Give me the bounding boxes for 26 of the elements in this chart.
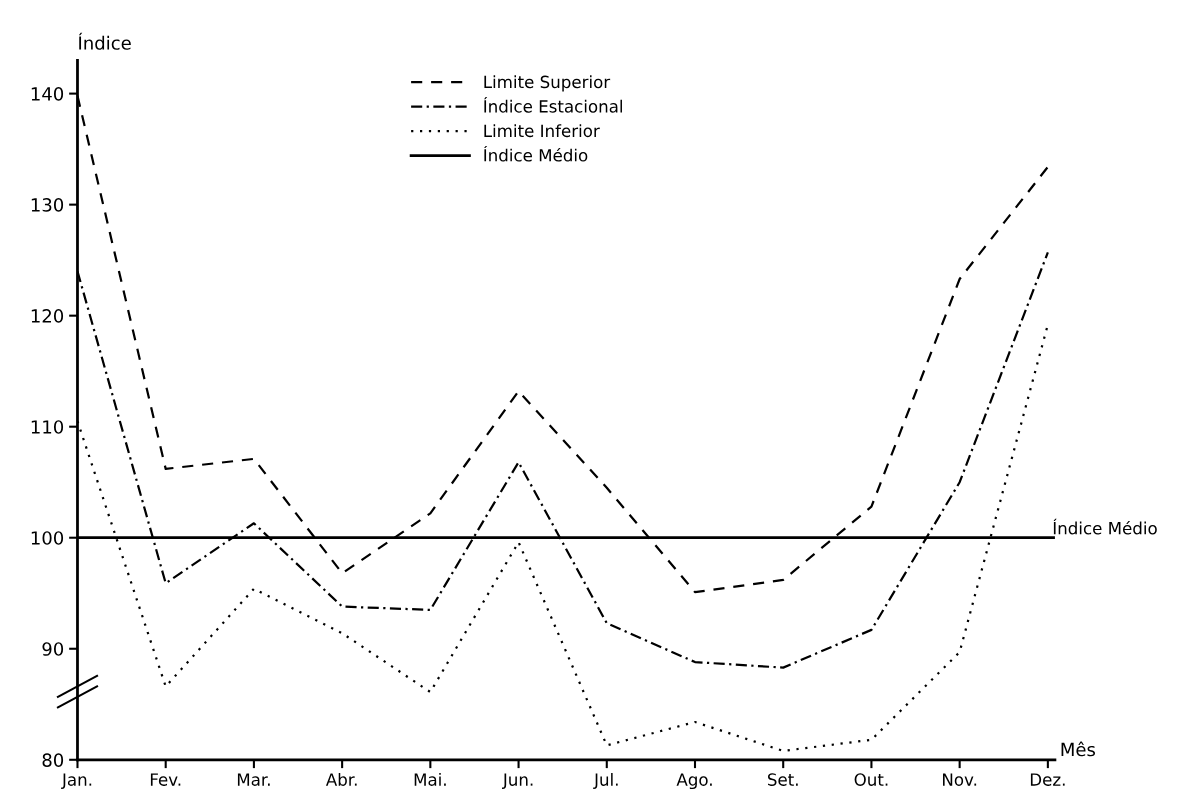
y-tick-label: 80 [42,753,64,767]
text: Índice Médio [484,145,588,162]
y-tick-label: 130 [31,198,64,212]
ref-line-label: Índice Médio [1053,518,1157,535]
y-tick-label: 110 [31,420,64,434]
x-tick-label: Ago. [676,773,712,790]
x-tick-label: Mai. [414,772,446,786]
x-tick-label: Out. [854,773,888,786]
x-tick-label: Jun. [502,773,533,789]
x-tick-label: Fev. [150,773,181,786]
x-tick-label: Nov. [943,773,977,786]
y-tick-label: 100 [31,531,64,545]
legend-label: Limite Superior [484,75,611,92]
x-axis-title: Mês [1061,741,1096,757]
legend-label: Limite Inferior [484,124,600,138]
x-tick-label: Jan. [61,773,92,789]
legend-label: Índice Estacional [484,97,622,113]
x-tick-label: Dez. [1030,773,1065,786]
y-tick-label: 120 [31,309,64,323]
x-tick-label: Set. [767,773,798,786]
y-tick-label: 90 [42,642,64,656]
x-tick-label: Mar. [237,773,270,786]
y-tick-label: 140 [31,87,64,101]
x-tick-label: Jul. [593,772,618,789]
y-axis-title: Índice [78,32,131,50]
x-tick-label: Abr. [325,772,357,786]
